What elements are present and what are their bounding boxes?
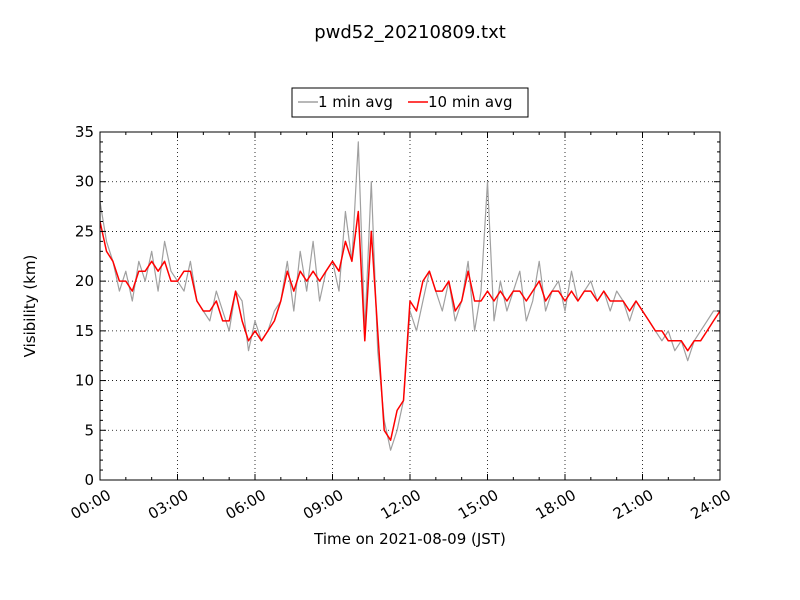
chart-title: pwd52_20210809.txt [314,22,506,43]
y-tick-label: 25 [75,222,94,240]
x-tick-label: 24:00 [688,486,734,523]
y-tick-label: 30 [75,173,94,191]
x-tick-label: 12:00 [378,486,424,523]
grid-lines [100,132,720,480]
x-tick-label: 03:00 [145,486,191,523]
x-tick-label: 09:00 [300,486,346,523]
x-tick-label: 06:00 [223,486,269,523]
y-tick-label: 20 [75,272,94,290]
x-tick-label: 18:00 [533,486,579,523]
y-axis-label: Visibility (km) [21,255,39,358]
legend-label-10min: 10 min avg [428,93,513,111]
legend: 1 min avg 10 min avg [291,87,529,118]
x-tick-label: 21:00 [610,486,656,523]
y-tick-label: 35 [75,123,94,141]
x-axis-label: Time on 2021-08-09 (JST) [313,530,506,548]
y-tick-label: 15 [75,322,94,340]
y-tick-label: 10 [75,372,94,390]
series-layer [100,141,720,451]
x-tick-label: 00:00 [68,486,114,523]
y-tick-label: 5 [84,421,94,439]
y-tick-label: 0 [84,471,94,489]
legend-label-1min: 1 min avg [318,93,393,111]
x-tick-label: 15:00 [455,486,501,523]
series-line-10min [100,210,720,441]
